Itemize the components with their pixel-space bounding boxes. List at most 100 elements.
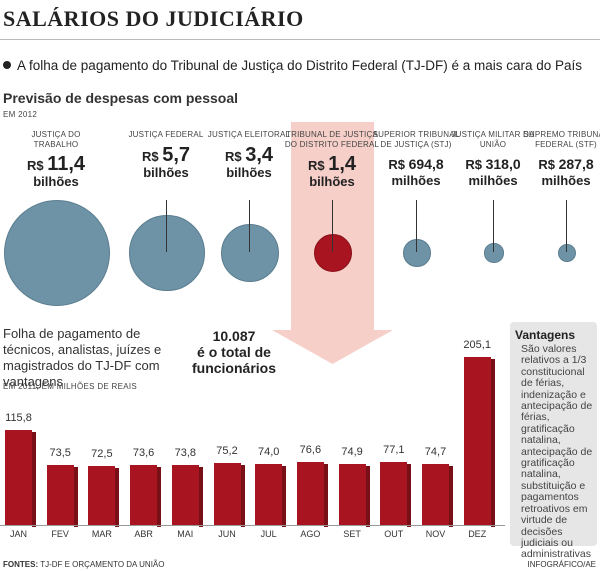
currency-label: R$ (465, 157, 486, 172)
total-text: é o total de funcionários (191, 344, 276, 376)
month-label: NOV (425, 529, 446, 539)
value-number: 694,8 (408, 156, 444, 172)
section1-title: Previsão de despesas com pessoal (3, 90, 239, 106)
court-value: R$ 5,7 (118, 143, 214, 166)
value-unit: bilhões (309, 174, 355, 189)
bubble (4, 200, 110, 306)
month-label: JUL (260, 529, 277, 539)
month-label: JAN (9, 529, 27, 539)
bar (422, 463, 453, 528)
vantagens-box: Vantagens São valores relativos a 1/3 co… (510, 322, 597, 560)
court-name: SUPREMO TRIBUNAL FEDERAL (STF) (523, 130, 600, 149)
bar (296, 462, 328, 527)
bar-value-label: 72,5 (91, 447, 113, 460)
section1-note: EM 2012 (3, 110, 38, 119)
bar (380, 461, 412, 528)
month-label: MAR (91, 529, 112, 539)
value-number: 1,4 (328, 153, 357, 175)
court-value: R$ 287,8 (518, 155, 600, 174)
bar (130, 464, 162, 528)
section2-note: EM 2011, EM MILHÕES DE REAIS (3, 382, 138, 391)
leader-line (332, 200, 333, 252)
court-label: TRIBUNAL DE JUSTIÇA DO DISTRITO FEDERAL R… (284, 130, 380, 189)
court-label: JUSTIÇA FEDERAL R$ 5,7 bilhões (118, 130, 214, 180)
court-name: JUSTIÇA FEDERAL (128, 130, 204, 139)
value-unit: milhões (541, 173, 591, 188)
vantagens-title: Vantagens (515, 328, 576, 342)
value-unit: milhões (391, 173, 441, 188)
bar (171, 464, 203, 528)
value-unit: bilhões (33, 174, 79, 189)
value-number: 3,4 (245, 143, 274, 166)
currency-label: R$ (224, 148, 246, 164)
value-unit: bilhões (226, 164, 272, 180)
arrow-head-icon (272, 330, 393, 364)
bar (46, 464, 78, 528)
bullet-icon (3, 61, 11, 70)
currency-label: R$ (26, 158, 48, 173)
total-employees: 10.087 é o total de funcionários (180, 328, 288, 376)
sources-text: TJ-DF E ORÇAMENTO DA UNIÃO (40, 560, 165, 569)
court-name: TRIBUNAL DE JUSTIÇA DO DISTRITO FEDERAL (284, 130, 380, 149)
currency-label: R$ (388, 157, 409, 172)
value-unit: bilhões (143, 164, 189, 180)
bar (255, 464, 287, 527)
leader-line (249, 200, 250, 252)
page-title: SALÁRIOS DO JUDICIÁRIO (3, 6, 304, 31)
bar-value-label: 74,9 (341, 445, 363, 458)
bar-value-label: 73,6 (132, 446, 155, 459)
value-number: 5,7 (162, 143, 191, 166)
court-label: JUSTIÇA DO TRABALHO R$ 11,4 bilhões (8, 130, 104, 189)
currency-label: R$ (141, 148, 163, 164)
court-label: JUSTIÇA ELEITORAL R$ 3,4 bilhões (201, 130, 297, 180)
month-label: ABR (134, 529, 153, 539)
court-label: SUPERIOR TRIBUNAL DE JUSTIÇA (STJ) R$ 694… (368, 130, 464, 188)
bar (338, 463, 370, 528)
bar-value-label: 73,8 (174, 446, 196, 459)
court-name: JUSTIÇA ELEITORAL (207, 130, 291, 139)
leader-line (416, 200, 417, 252)
month-label: AGO (300, 529, 321, 539)
currency-label: R$ (307, 158, 329, 173)
leader-line (166, 200, 167, 252)
sources-label: FONTES: (3, 560, 39, 569)
vantagens-text: São valores relativos a 1/3 constitucion… (521, 343, 593, 561)
court-name: SUPERIOR TRIBUNAL DE JUSTIÇA (STJ) (372, 130, 460, 149)
value-number: 318,0 (485, 156, 521, 172)
bar-value-label: 73,5 (49, 446, 71, 459)
court-label: SUPREMO TRIBUNAL FEDERAL (STF) R$ 287,8mi… (518, 130, 600, 188)
bar-baseline (0, 525, 505, 526)
court-name: JUSTIÇA MILITAR DA UNIÃO (451, 130, 535, 149)
court-value: R$ 694,8 (368, 155, 464, 174)
court-value: R$ 318,0 (445, 155, 541, 174)
bar-value-label: 77,1 (383, 443, 405, 456)
bar-value-label: 205,1 (463, 339, 491, 351)
value-number: 287,8 (558, 156, 594, 172)
footer-credit: INFOGRÁFICO/AE (527, 560, 596, 569)
court-label: JUSTIÇA MILITAR DA UNIÃO R$ 318,0 milhões (445, 130, 541, 188)
month-label: SET (343, 529, 361, 539)
bar-value-label: 76,6 (299, 444, 322, 457)
currency-label: R$ (538, 157, 559, 172)
court-name: JUSTIÇA DO TRABALHO (31, 130, 81, 149)
headline-text: A folha de pagamento do Tribunal de Just… (17, 58, 583, 73)
bar (5, 430, 36, 527)
headline: A folha de pagamento do Tribunal de Just… (3, 58, 582, 73)
bubble (129, 215, 205, 291)
total-number: 10.087 (212, 328, 256, 344)
bar-value-label: 74,7 (424, 445, 447, 458)
bar-value-label: 75,2 (216, 445, 238, 458)
month-label: MAI (177, 529, 194, 539)
court-value: R$ 11,4 (8, 154, 104, 175)
month-label: DEZ (468, 529, 487, 539)
section2-title: Folha de pagamento de técnicos, analista… (3, 326, 162, 389)
title-divider (0, 39, 600, 40)
leader-line (493, 200, 494, 252)
leader-line (566, 200, 567, 252)
month-label: JUN (218, 529, 236, 539)
bar (88, 465, 120, 528)
month-label: OUT (384, 529, 404, 539)
bar-value-label: 115,8 (5, 412, 32, 425)
bar-value-label: 74,0 (257, 446, 280, 459)
